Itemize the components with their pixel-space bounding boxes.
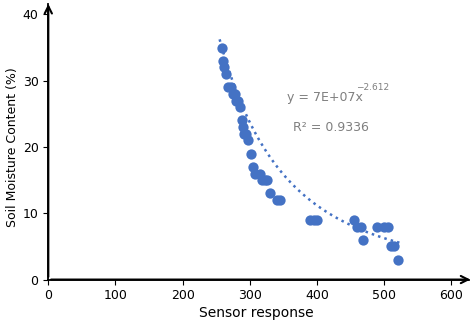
Point [249, 164, 257, 170]
Text: y = 7E+07x: y = 7E+07x [287, 91, 363, 104]
Point [394, 257, 401, 262]
Point [234, 98, 242, 103]
Point [239, 125, 247, 130]
Point [233, 98, 240, 103]
Text: R² = 0.9336: R² = 0.9336 [293, 121, 369, 134]
Point [276, 198, 284, 203]
Text: −2.612: −2.612 [356, 83, 389, 92]
Point [374, 224, 381, 229]
Point [310, 217, 318, 223]
Point [350, 217, 358, 223]
Point [219, 58, 227, 64]
Point [236, 105, 244, 110]
Point [247, 151, 255, 156]
Point [263, 178, 270, 183]
Point [313, 217, 321, 223]
Point [238, 118, 246, 123]
Point [241, 131, 248, 136]
Point [273, 198, 281, 203]
Point [218, 45, 226, 50]
Y-axis label: Soil Moisture Content (%): Soil Moisture Content (%) [6, 67, 18, 227]
Point [227, 85, 235, 90]
Point [354, 224, 361, 229]
Point [261, 178, 268, 183]
Point [359, 237, 366, 243]
Point [307, 217, 314, 223]
Point [231, 91, 239, 96]
Point [251, 171, 259, 176]
Point [222, 71, 230, 77]
Point [243, 131, 250, 136]
Point [391, 244, 398, 249]
Point [357, 224, 365, 229]
Point [266, 191, 274, 196]
Point [220, 65, 228, 70]
Point [380, 224, 388, 229]
X-axis label: Sensor response: Sensor response [199, 306, 314, 320]
Point [387, 244, 395, 249]
Point [384, 224, 392, 229]
Point [245, 138, 252, 143]
Point [256, 171, 264, 176]
Point [229, 91, 237, 96]
Point [225, 85, 232, 90]
Point [258, 178, 266, 183]
